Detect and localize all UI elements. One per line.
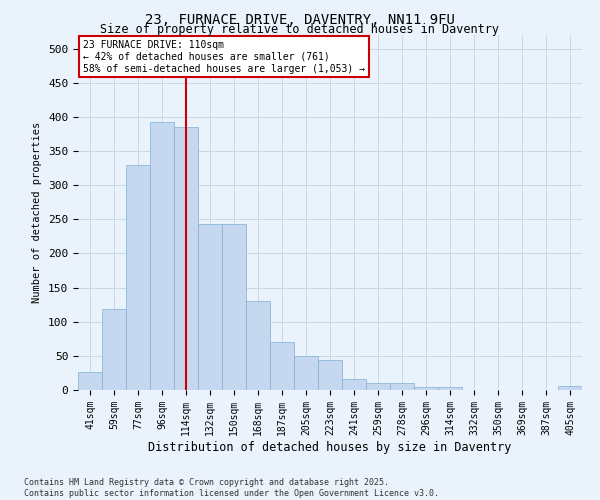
Bar xyxy=(270,342,294,390)
Bar xyxy=(78,372,102,390)
X-axis label: Distribution of detached houses by size in Daventry: Distribution of detached houses by size … xyxy=(148,440,512,454)
Bar xyxy=(126,164,150,390)
Bar xyxy=(414,386,438,390)
Bar xyxy=(342,379,366,390)
Bar xyxy=(366,383,390,390)
Bar xyxy=(198,224,222,390)
Bar xyxy=(558,386,582,390)
Text: 23, FURNACE DRIVE, DAVENTRY, NN11 9FU: 23, FURNACE DRIVE, DAVENTRY, NN11 9FU xyxy=(145,12,455,26)
Bar xyxy=(246,301,270,390)
Bar xyxy=(294,356,318,390)
Bar xyxy=(150,122,174,390)
Bar xyxy=(174,127,198,390)
Y-axis label: Number of detached properties: Number of detached properties xyxy=(32,122,43,303)
Bar xyxy=(222,224,246,390)
Bar xyxy=(390,383,414,390)
Text: Size of property relative to detached houses in Daventry: Size of property relative to detached ho… xyxy=(101,22,499,36)
Text: Contains HM Land Registry data © Crown copyright and database right 2025.
Contai: Contains HM Land Registry data © Crown c… xyxy=(24,478,439,498)
Bar xyxy=(102,310,126,390)
Bar xyxy=(318,360,342,390)
Text: 23 FURNACE DRIVE: 110sqm
← 42% of detached houses are smaller (761)
58% of semi-: 23 FURNACE DRIVE: 110sqm ← 42% of detach… xyxy=(83,40,365,74)
Bar xyxy=(438,386,462,390)
